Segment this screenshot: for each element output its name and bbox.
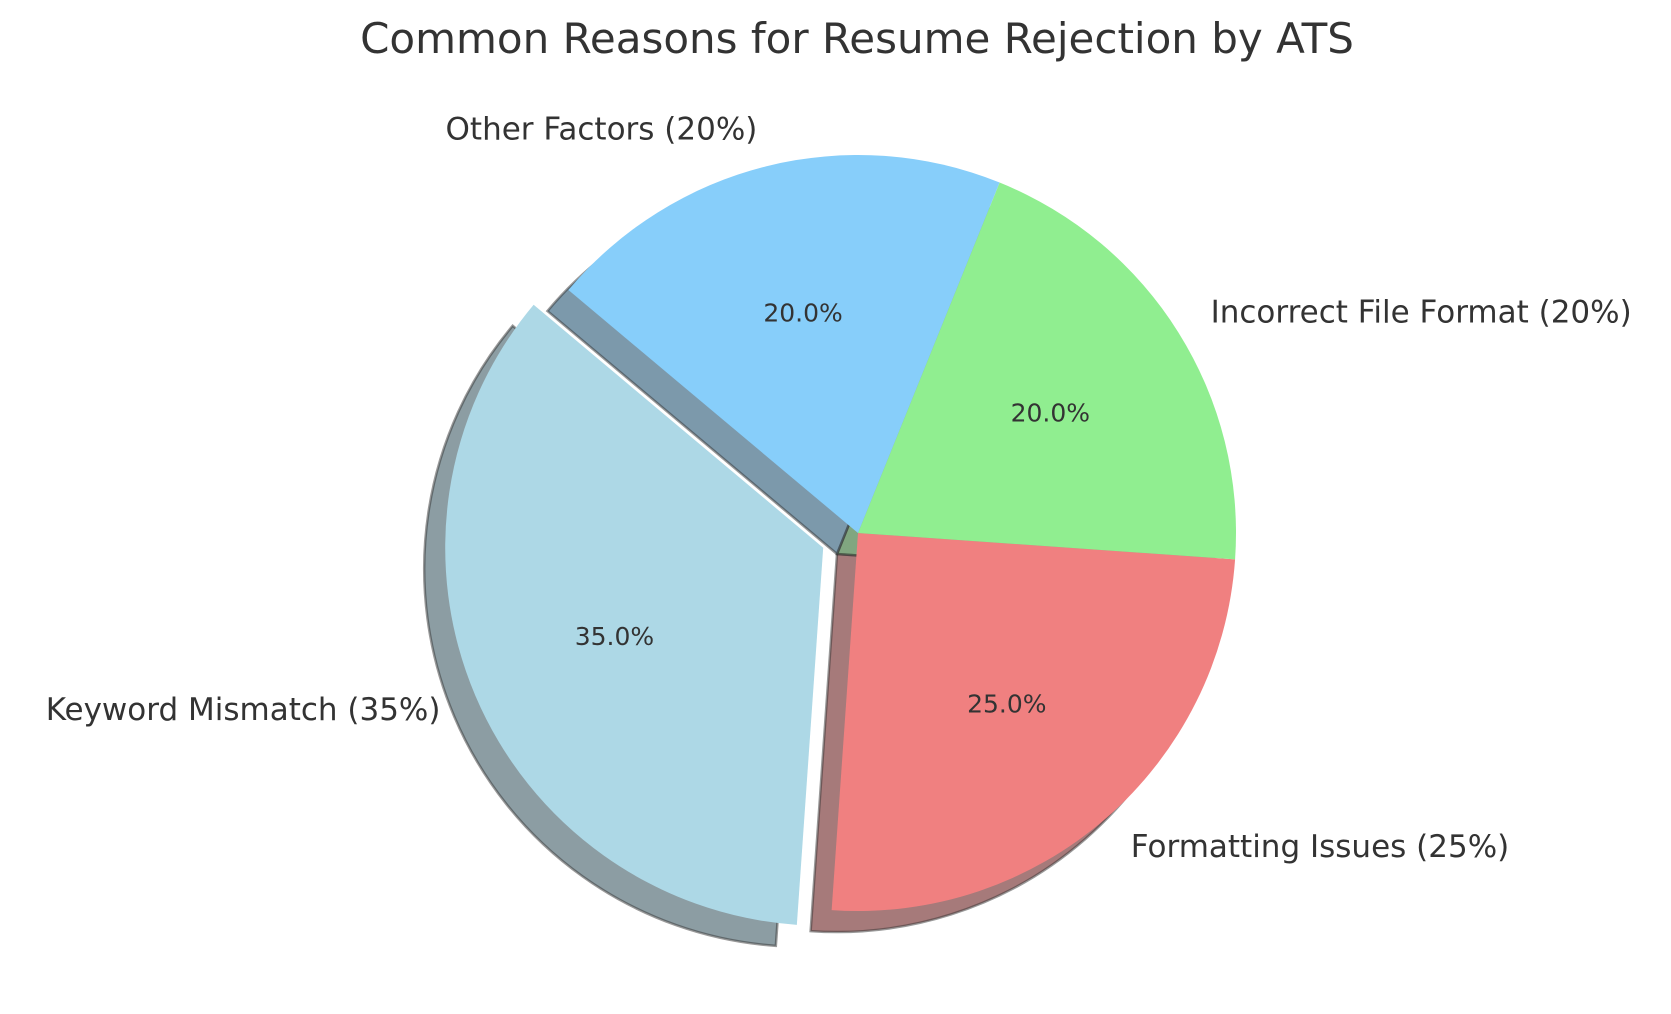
chart-title: Common Reasons for Resume Rejection by A… bbox=[360, 14, 1354, 63]
slice-keyword-mismatch bbox=[445, 304, 824, 925]
pie-slices bbox=[445, 154, 1237, 925]
slice-label-formatting-issues: Formatting Issues (25%) bbox=[1131, 829, 1509, 865]
slice-formatting-issues bbox=[831, 533, 1236, 912]
slice-percent-incorrect-file-format: 20.0% bbox=[1011, 398, 1090, 427]
slice-other-factors bbox=[568, 154, 1000, 534]
slice-labels: Keyword Mismatch (35%) 35.0% Formatting Is… bbox=[46, 112, 1632, 865]
slice-percent-other-factors: 20.0% bbox=[763, 298, 842, 327]
slice-label-other-factors: Other Factors (20%) bbox=[446, 112, 758, 148]
slice-percent-keyword-mismatch: 35.0% bbox=[575, 622, 654, 651]
slice-label-keyword-mismatch: Keyword Mismatch (35%) bbox=[46, 692, 441, 728]
slice-percent-formatting-issues: 25.0% bbox=[967, 690, 1046, 719]
slice-incorrect-file-format bbox=[858, 182, 1237, 560]
slice-label-incorrect-file-format: Incorrect File Format (20%) bbox=[1211, 295, 1632, 331]
